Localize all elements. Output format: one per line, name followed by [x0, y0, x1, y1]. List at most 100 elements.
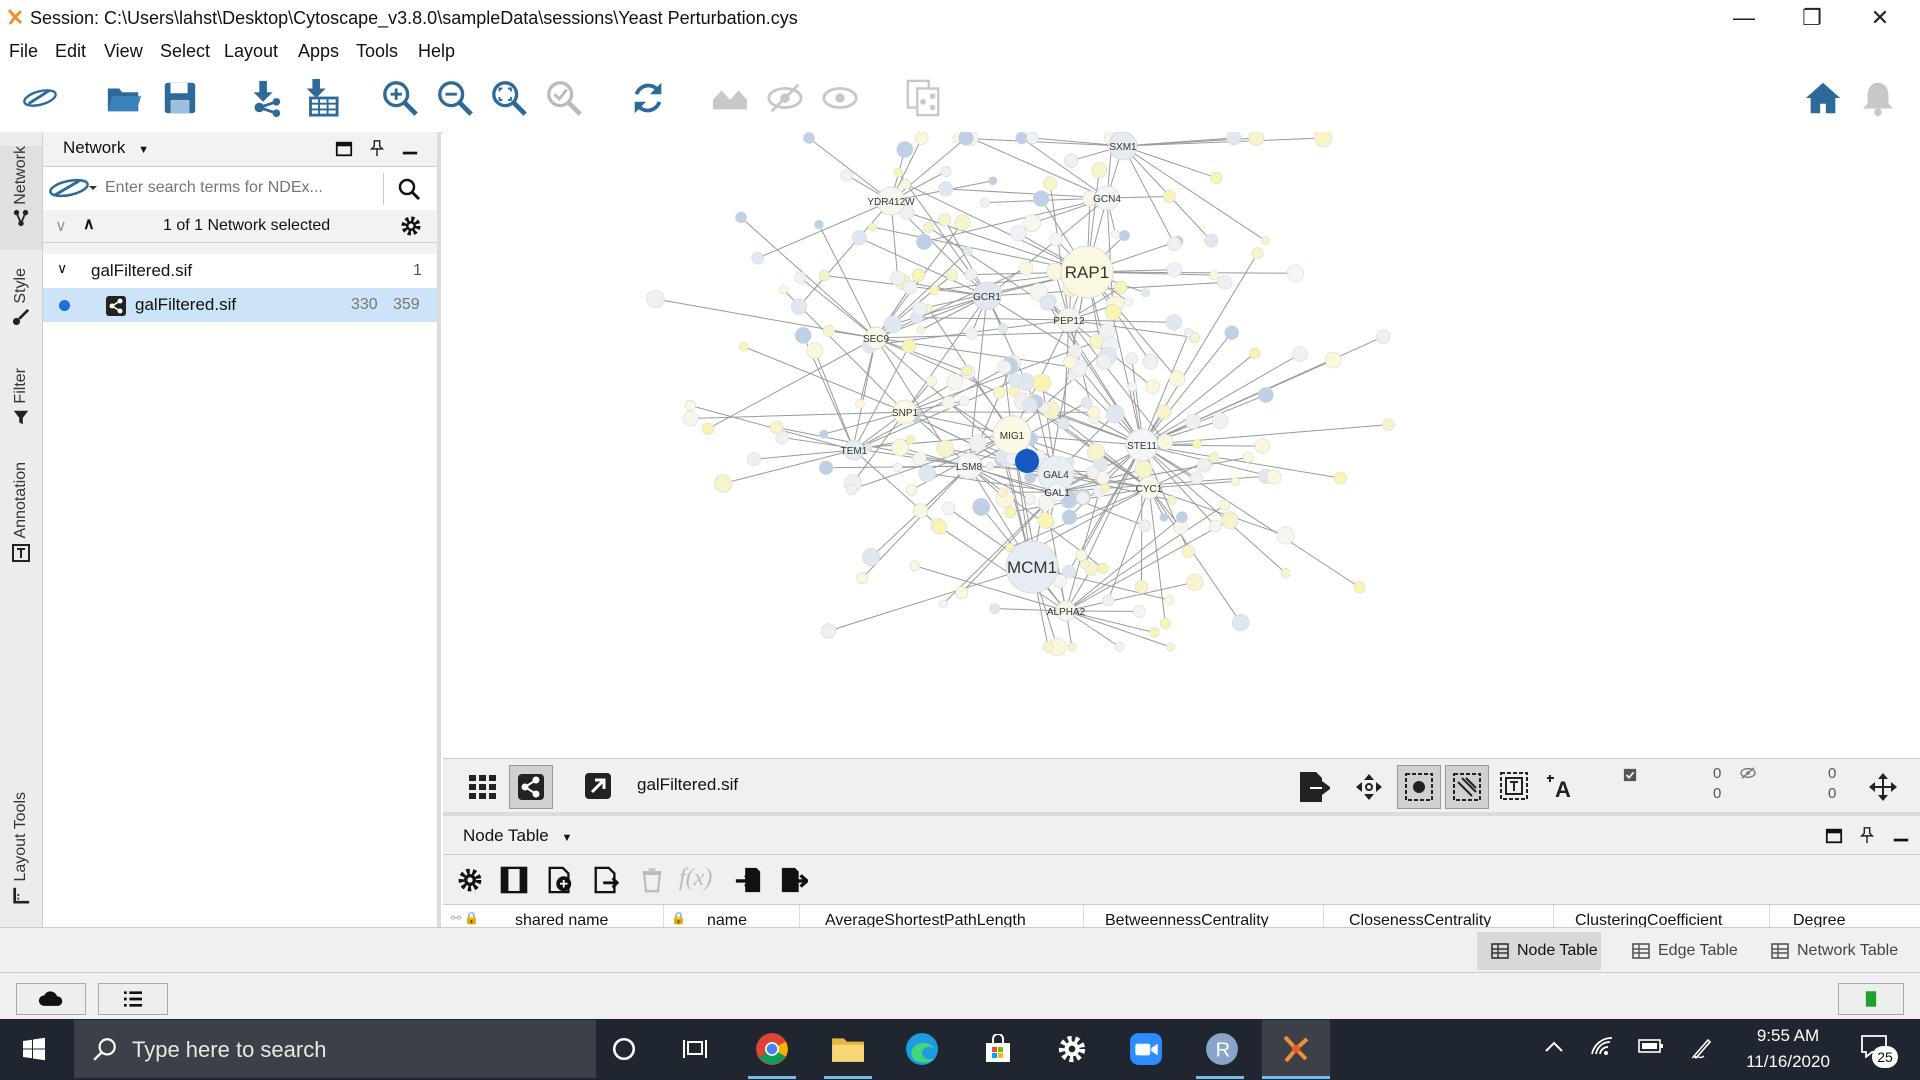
network-node[interactable] [814, 219, 824, 230]
network-node[interactable] [819, 429, 829, 439]
select-edges-icon[interactable] [1445, 765, 1489, 809]
network-node[interactable] [942, 395, 956, 409]
network-edge[interactable] [776, 426, 970, 467]
network-node[interactable] [1159, 512, 1169, 522]
network-node[interactable] [1375, 329, 1391, 345]
network-node[interactable] [1032, 373, 1052, 393]
network-node-gcr1[interactable] [972, 281, 1002, 311]
network-node[interactable] [1024, 493, 1036, 505]
network-node[interactable] [932, 519, 948, 535]
network-row-selected[interactable]: galFiltered.sif 330 359 [43, 288, 437, 322]
network-node[interactable] [940, 166, 952, 177]
zoom-app-icon[interactable] [1112, 1020, 1180, 1078]
network-edge[interactable] [994, 197, 1108, 292]
network-node[interactable] [1102, 594, 1115, 607]
network-node[interactable] [963, 246, 973, 256]
pan-icon[interactable] [1349, 767, 1389, 807]
add-column-icon[interactable] [543, 863, 577, 897]
network-node-lsm8[interactable] [955, 452, 983, 480]
network-node[interactable] [1032, 190, 1050, 207]
network-node[interactable] [1042, 641, 1054, 653]
menu-edit[interactable]: Edit [55, 41, 87, 61]
network-edge[interactable] [740, 217, 877, 339]
network-node[interactable] [1142, 353, 1159, 370]
network-node[interactable] [840, 168, 853, 182]
selected-node[interactable] [1015, 449, 1039, 473]
menu-file[interactable]: File [9, 41, 39, 61]
network-node[interactable] [938, 181, 954, 197]
task-cloud-button[interactable] [16, 983, 86, 1015]
network-node[interactable] [1204, 233, 1219, 248]
network-node[interactable] [1254, 438, 1270, 454]
network-node[interactable] [891, 438, 909, 457]
zoom-out-icon[interactable] [433, 76, 477, 120]
menu-apps[interactable]: Apps [298, 41, 340, 61]
network-node[interactable] [1334, 471, 1347, 485]
export-view-icon[interactable] [1293, 767, 1333, 807]
taskbar-search-box[interactable]: Type here to search [74, 1020, 596, 1078]
network-node[interactable] [918, 464, 936, 483]
network-node[interactable] [1163, 190, 1176, 203]
network-node-mig1[interactable] [992, 415, 1032, 455]
network-node[interactable] [1141, 288, 1150, 298]
network-node[interactable] [1123, 297, 1134, 307]
network-node[interactable] [1145, 379, 1160, 395]
network-edge[interactable] [1122, 145, 1266, 242]
network-edge[interactable] [1141, 444, 1286, 574]
delete-column-icon[interactable] [635, 863, 669, 897]
network-node[interactable] [1251, 247, 1264, 260]
network-node[interactable] [806, 342, 824, 359]
network-node[interactable] [1208, 519, 1222, 533]
network-node[interactable] [1159, 617, 1171, 629]
network-node[interactable] [1075, 549, 1088, 562]
action-center-icon[interactable] [1860, 1034, 1888, 1063]
network-node[interactable] [954, 214, 971, 231]
network-edge[interactable] [875, 337, 969, 373]
network-edge[interactable] [945, 188, 1108, 199]
collection-row[interactable]: ∨ galFiltered.sif 1 [43, 254, 437, 288]
tab-annotation[interactable]: Annotation [0, 462, 42, 570]
network-edge[interactable] [906, 211, 1088, 273]
network-edge[interactable] [1141, 444, 1360, 588]
network-edge[interactable] [757, 200, 892, 259]
network-node[interactable] [1167, 236, 1182, 252]
network-edge[interactable] [1141, 332, 1190, 446]
network-edge[interactable] [1141, 352, 1256, 446]
network-edge[interactable] [1009, 487, 1150, 548]
menu-help[interactable]: Help [418, 41, 456, 61]
network-node[interactable] [1192, 439, 1202, 449]
network-edge[interactable] [853, 365, 1010, 451]
clock-date[interactable]: 11/16/2020 [1746, 1052, 1830, 1071]
table-options-gear-icon[interactable] [453, 863, 487, 897]
network-view-icon[interactable] [509, 765, 553, 809]
memory-status-button[interactable] [1838, 983, 1904, 1015]
tab-edge-table[interactable]: Edge Table [1632, 932, 1756, 970]
cytoscape-taskbar-icon[interactable] [1262, 1020, 1330, 1078]
network-edge[interactable] [1141, 332, 1233, 446]
pen-workspace-icon[interactable] [1690, 1036, 1714, 1065]
network-edge[interactable] [1122, 137, 1324, 147]
network-edge[interactable] [942, 491, 1058, 605]
tab-layout-tools[interactable]: Layout Tools [0, 792, 42, 918]
network-edge[interactable] [1063, 319, 1070, 424]
open-session-icon[interactable] [102, 76, 146, 120]
network-node[interactable] [1091, 162, 1108, 179]
network-node[interactable] [893, 167, 904, 178]
network-node[interactable] [738, 341, 749, 352]
network-node[interactable] [1087, 405, 1100, 419]
ndex-search-button[interactable] [397, 177, 421, 206]
export-table-icon[interactable] [777, 863, 811, 897]
network-edge[interactable] [1068, 319, 1166, 443]
network-node[interactable] [845, 483, 858, 496]
network-node[interactable] [818, 270, 830, 281]
menu-layout[interactable]: Layout [224, 41, 279, 61]
network-node[interactable] [938, 599, 948, 609]
network-node[interactable] [1149, 627, 1160, 638]
network-node[interactable] [1127, 382, 1138, 392]
network-node[interactable] [1039, 295, 1055, 311]
network-node[interactable] [856, 572, 869, 585]
network-node[interactable] [1217, 274, 1233, 290]
zoom-selected-icon[interactable] [542, 76, 586, 120]
network-node[interactable] [1166, 262, 1182, 278]
network-node[interactable] [1382, 418, 1395, 431]
